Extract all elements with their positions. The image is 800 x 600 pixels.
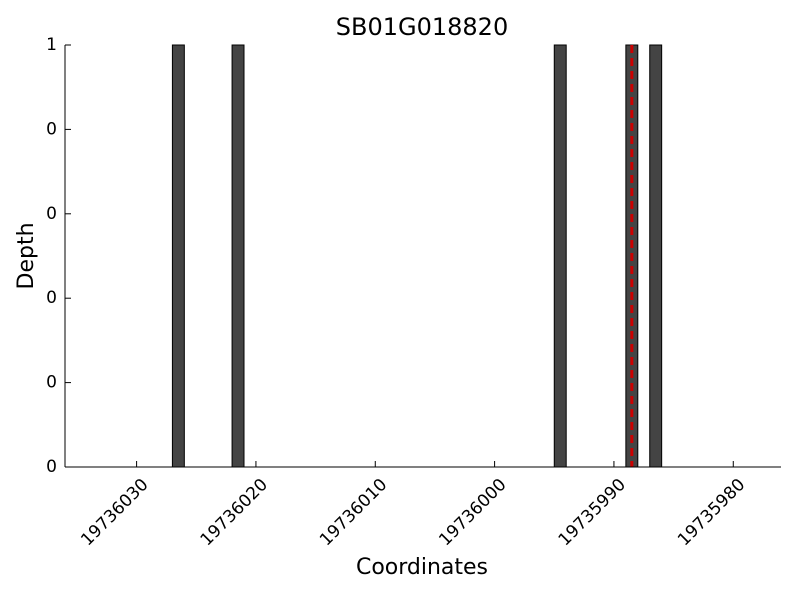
x-tick-label: 19736010 [316, 475, 391, 550]
y-tick-label: 0 [46, 457, 57, 477]
x-tick-label: 19736000 [435, 475, 510, 550]
bar [649, 44, 663, 468]
chart-title: SB01G018820 [336, 13, 508, 41]
y-tick-label: 1 [46, 35, 57, 55]
x-axis-label: Coordinates [356, 555, 488, 580]
y-tick-label: 0 [46, 204, 57, 224]
bar [553, 44, 567, 468]
x-tick-label: 19736030 [77, 475, 152, 550]
x-tick-label: 19735990 [555, 475, 630, 550]
y-axis-label: Depth [14, 222, 39, 289]
x-tick-label: 19735980 [674, 475, 749, 550]
x-tick-label: 19736020 [197, 475, 272, 550]
y-tick-label: 0 [46, 373, 57, 393]
bar [171, 44, 185, 468]
y-tick-label: 0 [46, 119, 57, 139]
y-tick-label: 0 [46, 288, 57, 308]
bar [231, 44, 245, 468]
